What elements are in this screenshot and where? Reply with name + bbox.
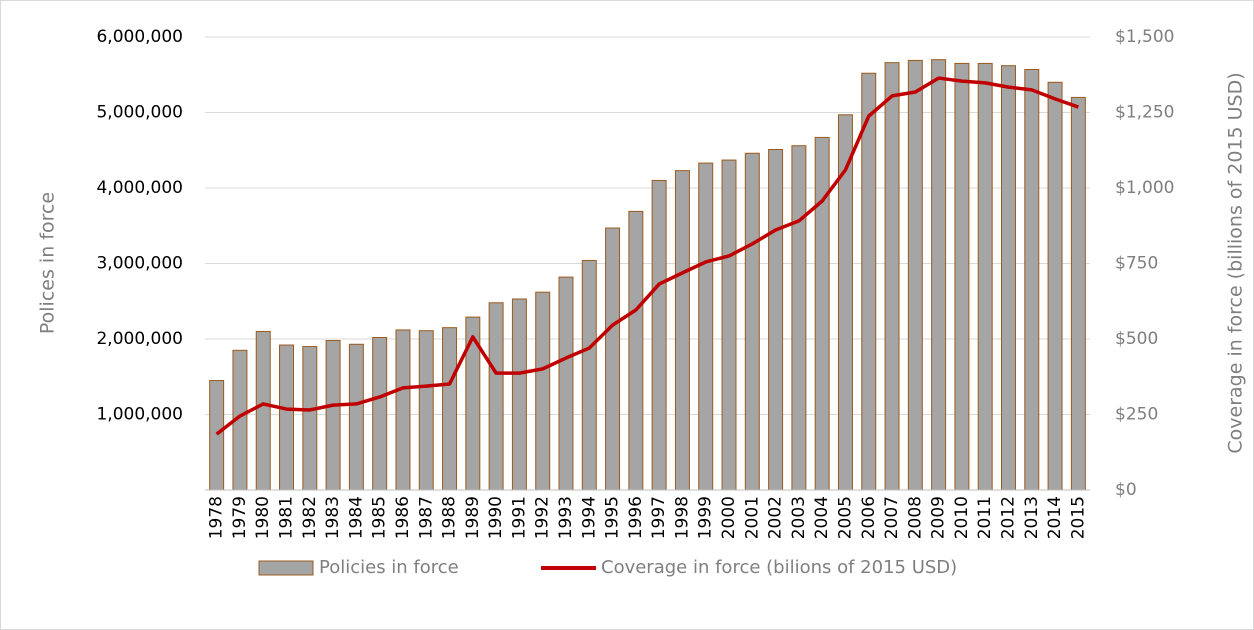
x-tick-label: 1987 bbox=[416, 496, 436, 539]
x-tick-label: 1997 bbox=[649, 496, 669, 539]
bar bbox=[628, 210, 644, 491]
y2-tick-label: $1,250 bbox=[1115, 103, 1174, 123]
bar bbox=[977, 62, 993, 491]
y2-tick-label: $250 bbox=[1115, 405, 1158, 425]
x-tick-label: 2000 bbox=[719, 496, 739, 539]
bar bbox=[698, 162, 714, 491]
x-tick-label: 2015 bbox=[1068, 496, 1088, 539]
x-tick-label: 1980 bbox=[253, 496, 273, 539]
x-tick-label: 1981 bbox=[277, 496, 297, 539]
bar bbox=[488, 302, 504, 491]
x-tick-label: 1996 bbox=[626, 496, 646, 539]
x-tick-label: 1993 bbox=[556, 496, 576, 539]
x-tick-label: 1994 bbox=[579, 496, 599, 539]
x-tick-label: 2006 bbox=[859, 496, 879, 539]
bar bbox=[744, 152, 760, 491]
bar bbox=[651, 179, 667, 491]
x-tick-label: 1983 bbox=[323, 496, 343, 539]
bar bbox=[325, 340, 341, 491]
x-tick-label: 1982 bbox=[300, 496, 320, 539]
x-tick-label: 2008 bbox=[905, 496, 925, 539]
bar bbox=[535, 291, 551, 491]
x-tick-label: 1998 bbox=[672, 496, 692, 539]
bar bbox=[1024, 68, 1040, 491]
bar bbox=[1070, 96, 1086, 491]
x-tick-label: 2009 bbox=[929, 496, 949, 539]
bar bbox=[768, 148, 784, 491]
y-tick-label: 1,000,000 bbox=[96, 405, 183, 425]
x-tick-label: 2013 bbox=[1022, 496, 1042, 539]
x-tick-label: 1985 bbox=[370, 496, 390, 539]
line bbox=[215, 76, 1079, 436]
bar bbox=[1001, 65, 1016, 491]
x-tick-label: 1990 bbox=[486, 496, 506, 539]
legend-swatch bbox=[258, 560, 314, 576]
x-tick-label: 1989 bbox=[463, 496, 483, 539]
x-tick-label: 2012 bbox=[998, 496, 1018, 539]
bar bbox=[674, 170, 690, 491]
y-tick-label: 2,000,000 bbox=[96, 329, 183, 349]
x-tick-label: 2003 bbox=[789, 496, 809, 539]
bar bbox=[605, 227, 621, 491]
bar bbox=[954, 62, 970, 491]
bar bbox=[348, 343, 364, 491]
x-tick-label: 2001 bbox=[742, 496, 762, 539]
x-tick-label: 2014 bbox=[1045, 496, 1065, 539]
x-tick-label: 1992 bbox=[533, 496, 553, 539]
bar bbox=[814, 136, 830, 491]
bar bbox=[395, 329, 411, 491]
bar bbox=[209, 380, 225, 491]
bar bbox=[581, 259, 597, 491]
y-axis-title: Polices in force bbox=[37, 192, 59, 334]
bar bbox=[931, 59, 947, 491]
y2-tick-label: $750 bbox=[1115, 254, 1158, 274]
bar bbox=[791, 145, 807, 491]
legend-label: Policies in force bbox=[319, 557, 459, 578]
bar bbox=[255, 330, 271, 491]
x-tick-label: 1979 bbox=[230, 496, 250, 539]
y2-tick-label: $1,500 bbox=[1115, 27, 1174, 47]
x-tick-label: 1991 bbox=[509, 496, 529, 539]
x-tick-label: 1988 bbox=[440, 496, 460, 539]
bar bbox=[884, 62, 900, 491]
x-tick-label: 1978 bbox=[207, 496, 227, 539]
y2-tick-label: $1,000 bbox=[1115, 178, 1174, 198]
y-tick-label: 4,000,000 bbox=[96, 178, 183, 198]
x-tick-label: 2004 bbox=[812, 496, 832, 539]
y2-axis-title: Coverage in force (billions of 2015 USD) bbox=[1225, 72, 1247, 453]
bar bbox=[721, 159, 737, 491]
x-tick-label: 2007 bbox=[882, 496, 902, 539]
x-tick-label: 1995 bbox=[603, 496, 623, 539]
x-tick-label: 2010 bbox=[952, 496, 972, 539]
bar bbox=[372, 336, 388, 491]
x-tick-label: 1986 bbox=[393, 496, 413, 539]
bar bbox=[302, 346, 318, 491]
y2-tick-label: $500 bbox=[1115, 329, 1158, 349]
bar bbox=[279, 344, 294, 491]
bar bbox=[558, 276, 574, 491]
x-tick-label: 1999 bbox=[696, 496, 716, 539]
y-tick-label: 3,000,000 bbox=[96, 254, 183, 274]
bar bbox=[442, 327, 458, 491]
bar bbox=[907, 59, 923, 491]
y-tick-label: 5,000,000 bbox=[96, 103, 183, 123]
x-tick-label: 2005 bbox=[835, 496, 855, 539]
legend-label: Coverage in force (bilions of 2015 USD) bbox=[601, 557, 957, 578]
bar bbox=[1047, 81, 1063, 491]
bar bbox=[511, 298, 527, 491]
y2-tick-label: $0 bbox=[1115, 480, 1137, 500]
x-tick-label: 2002 bbox=[766, 496, 786, 539]
x-tick-label: 2011 bbox=[975, 496, 995, 539]
bar bbox=[418, 330, 434, 491]
bar bbox=[861, 72, 877, 491]
y-tick-label: 6,000,000 bbox=[96, 27, 183, 47]
x-tick-label: 1984 bbox=[346, 496, 366, 539]
